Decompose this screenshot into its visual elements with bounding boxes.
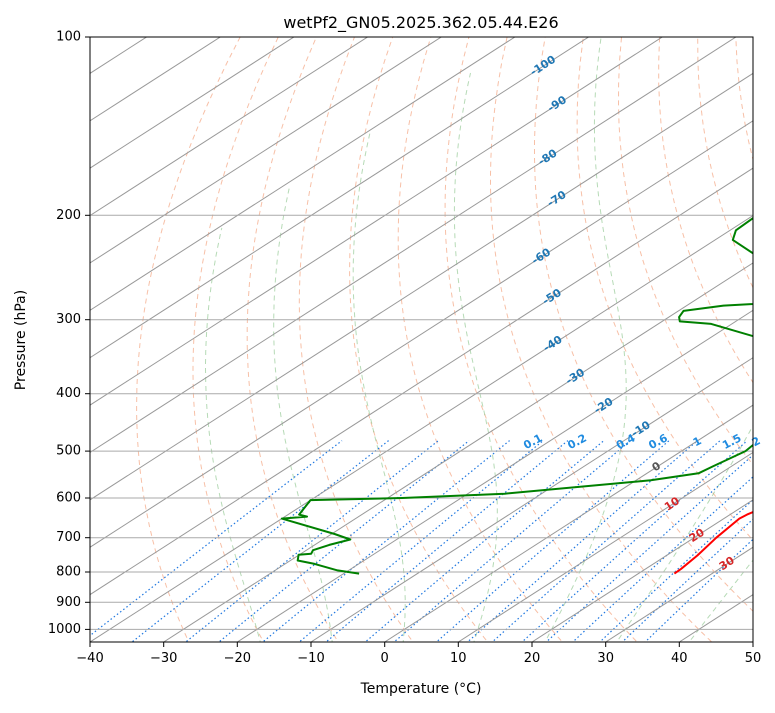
y-tick-label: 700 — [56, 530, 81, 545]
y-tick-label: 100 — [56, 30, 81, 45]
x-tick-label: −20 — [224, 651, 251, 666]
y-tick-label: 200 — [56, 208, 81, 223]
chart-title: wetPf2_GN05.2025.362.05.44.E26 — [283, 13, 558, 33]
y-tick-label: 300 — [56, 312, 81, 327]
x-axis-label: Temperature (°C) — [360, 681, 482, 697]
y-tick-label: 800 — [56, 565, 81, 580]
x-tick-label: 0 — [381, 651, 389, 666]
y-axis-label: Pressure (hPa) — [13, 290, 29, 390]
y-tick-label: 900 — [56, 595, 81, 610]
y-tick-label: 600 — [56, 491, 81, 506]
y-tick-label: 500 — [56, 444, 81, 459]
x-tick-label: 30 — [597, 651, 614, 666]
x-tick-label: −40 — [76, 651, 103, 666]
x-tick-label: 50 — [745, 651, 762, 666]
x-tick-label: −10 — [297, 651, 324, 666]
y-tick-label: 400 — [56, 386, 81, 401]
x-tick-label: 10 — [450, 651, 467, 666]
x-tick-label: 40 — [671, 651, 688, 666]
x-tick-label: 20 — [524, 651, 541, 666]
x-tick-label: −30 — [150, 651, 177, 666]
y-tick-label: 1000 — [48, 622, 81, 637]
